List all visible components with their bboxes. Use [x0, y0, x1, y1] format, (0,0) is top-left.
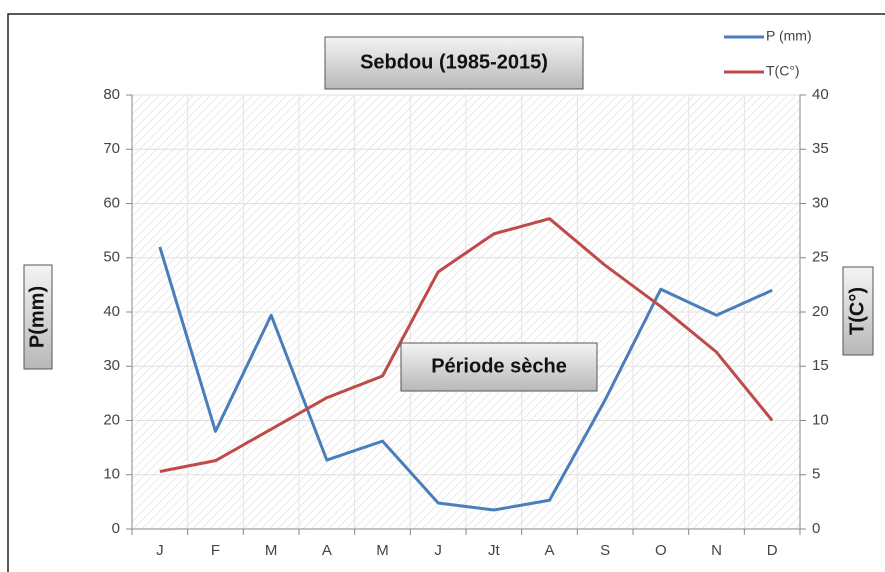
y2-tick-label: 40	[812, 86, 829, 103]
x-tick-label: D	[767, 542, 778, 559]
x-tick-label: F	[211, 542, 220, 559]
y-tick-label: 50	[103, 249, 120, 266]
y2label-box	[842, 266, 874, 356]
y2-tick-label: 5	[812, 466, 820, 483]
annotation: Période sèche	[431, 355, 567, 377]
legend-label: P (mm)	[766, 28, 812, 44]
x-tick-label: Jt	[488, 542, 501, 559]
y-tick-label: 10	[103, 466, 120, 483]
y2-tick-label: 15	[812, 357, 829, 374]
x-tick-label: S	[600, 542, 610, 559]
y-tick-label: 0	[112, 520, 120, 537]
x-tick-label: M	[376, 542, 389, 559]
x-tick-label: M	[265, 542, 278, 559]
series-line	[159, 217, 774, 473]
x-tick-label: J	[434, 542, 442, 559]
y-tick-label: 80	[103, 86, 120, 103]
y2-tick-label: 25	[812, 249, 829, 266]
annotation-box	[400, 342, 598, 392]
y2-tick-label: 30	[812, 194, 829, 211]
x-tick-label: J	[156, 542, 164, 559]
y2-tick-label: 20	[812, 303, 829, 320]
legend-label: T(C°)	[766, 63, 800, 79]
series-line	[158, 246, 773, 512]
y2-tick-label: 35	[812, 140, 829, 157]
y-tick-label: 70	[103, 140, 120, 157]
x-tick-label: N	[711, 542, 722, 559]
y-tick-label: 30	[103, 357, 120, 374]
chart-title: Sebdou (1985-2015)	[360, 51, 548, 73]
y2-tick-label: 10	[812, 411, 829, 428]
y2-axis-label: T(C°)	[846, 287, 868, 335]
y-axis-label: P(mm)	[26, 286, 48, 348]
x-tick-label: A	[544, 542, 554, 559]
frame	[7, 13, 885, 572]
title-box	[324, 36, 584, 90]
x-tick-label: A	[322, 542, 332, 559]
y-tick-label: 60	[103, 194, 120, 211]
y-tick-label: 40	[103, 303, 120, 320]
x-tick-label: O	[655, 542, 667, 559]
y2-tick-label: 0	[812, 520, 820, 537]
y-tick-label: 20	[103, 411, 120, 428]
ylabel-box	[23, 264, 53, 370]
